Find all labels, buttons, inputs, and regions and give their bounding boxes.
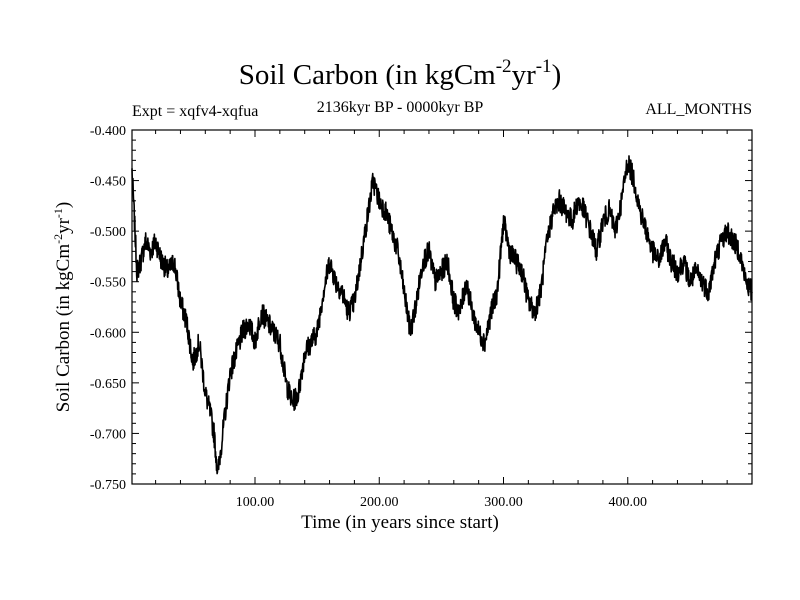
axis-tick-labels: -0.400 -0.450 -0.500 -0.550 -0.600 -0.650 -0.7…	[90, 124, 647, 510]
x-tick-label: 200.00	[360, 495, 399, 510]
x-tick-label: 100.00	[236, 495, 275, 510]
plot-frame	[131, 129, 753, 485]
period-label: 2136kyr BP - 0000kyr BP	[316, 99, 484, 116]
series-line-soil-carbon	[131, 155, 753, 475]
months-label: ALL_MONTHS	[645, 101, 752, 118]
x-tick-label: 300.00	[484, 495, 523, 510]
y-tick-label: -0.550	[90, 276, 126, 291]
y-axis-label: Soil Carbon (in kgCm-2yr-1)	[51, 201, 74, 413]
chart-title: Soil Carbon (in kgCm-2yr-1)	[238, 56, 562, 91]
x-axis-label: Time (in years since start)	[301, 512, 499, 533]
experiment-label: Expt = xqfv4-xqfua	[132, 103, 259, 120]
y-tick-label: -0.750	[90, 478, 126, 493]
y-tick-label: -0.450	[90, 175, 126, 190]
y-tick-label: -0.400	[90, 124, 126, 139]
axis-ticks	[132, 129, 752, 485]
y-tick-label: -0.700	[90, 427, 126, 442]
y-tick-label: -0.600	[90, 326, 126, 341]
y-tick-label: -0.650	[90, 377, 126, 392]
x-tick-label: 400.00	[609, 495, 648, 510]
y-tick-label: -0.500	[90, 225, 126, 240]
